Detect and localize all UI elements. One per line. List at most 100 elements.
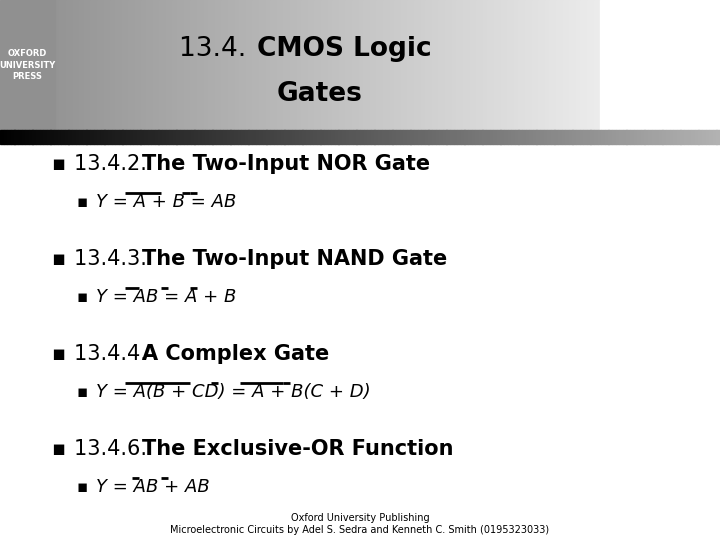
- Bar: [284, 130, 288, 144]
- Bar: [399, 0, 401, 130]
- Bar: [317, 130, 320, 144]
- Bar: [292, 130, 295, 144]
- Bar: [64, 0, 66, 130]
- Bar: [343, 0, 346, 130]
- Bar: [132, 0, 135, 130]
- Bar: [104, 130, 108, 144]
- Bar: [320, 130, 324, 144]
- Bar: [640, 0, 643, 130]
- Bar: [254, 0, 257, 130]
- Bar: [106, 0, 109, 130]
- Bar: [655, 130, 659, 144]
- Bar: [281, 130, 284, 144]
- Bar: [79, 0, 82, 130]
- Bar: [490, 130, 493, 144]
- Bar: [378, 130, 382, 144]
- Bar: [576, 0, 579, 130]
- Text: ▪: ▪: [76, 478, 88, 496]
- Bar: [4, 130, 7, 144]
- Bar: [194, 0, 197, 130]
- Bar: [492, 0, 495, 130]
- Bar: [126, 130, 130, 144]
- Bar: [77, 0, 80, 130]
- Text: Y = AB = A + B: Y = AB = A + B: [96, 288, 236, 306]
- Bar: [659, 130, 662, 144]
- Bar: [654, 0, 656, 130]
- Bar: [83, 130, 86, 144]
- Bar: [170, 0, 173, 130]
- Bar: [637, 130, 641, 144]
- Bar: [288, 130, 292, 144]
- Bar: [297, 0, 300, 130]
- Bar: [228, 0, 230, 130]
- Bar: [397, 0, 399, 130]
- Bar: [567, 0, 570, 130]
- Bar: [401, 0, 403, 130]
- Bar: [680, 0, 683, 130]
- Bar: [261, 0, 264, 130]
- Bar: [352, 0, 355, 130]
- Bar: [564, 0, 567, 130]
- Bar: [539, 0, 541, 130]
- Bar: [576, 130, 580, 144]
- Bar: [130, 130, 133, 144]
- Bar: [141, 0, 144, 130]
- Bar: [135, 0, 138, 130]
- Bar: [450, 130, 454, 144]
- Bar: [521, 0, 523, 130]
- Text: The Two-Input NAND Gate: The Two-Input NAND Gate: [142, 249, 447, 269]
- Bar: [60, 0, 62, 130]
- Bar: [673, 0, 676, 130]
- Bar: [547, 0, 550, 130]
- Bar: [148, 0, 150, 130]
- Bar: [181, 0, 184, 130]
- Bar: [430, 0, 432, 130]
- Bar: [310, 130, 313, 144]
- Bar: [336, 0, 339, 130]
- Bar: [115, 0, 117, 130]
- Bar: [252, 130, 256, 144]
- Bar: [288, 0, 290, 130]
- Bar: [97, 0, 100, 130]
- Text: ▪: ▪: [51, 249, 65, 269]
- Bar: [371, 130, 374, 144]
- Bar: [634, 0, 636, 130]
- Text: ▪: ▪: [76, 383, 88, 401]
- Bar: [227, 130, 230, 144]
- Bar: [350, 0, 353, 130]
- Bar: [636, 0, 639, 130]
- Bar: [263, 130, 266, 144]
- Bar: [518, 130, 522, 144]
- Bar: [523, 0, 526, 130]
- Bar: [279, 0, 282, 130]
- Bar: [168, 0, 171, 130]
- Bar: [359, 0, 361, 130]
- Bar: [482, 130, 486, 144]
- Bar: [104, 0, 107, 130]
- Bar: [65, 130, 68, 144]
- Bar: [702, 0, 705, 130]
- Bar: [248, 0, 251, 130]
- Bar: [468, 130, 472, 144]
- Bar: [684, 130, 688, 144]
- Bar: [552, 0, 554, 130]
- Bar: [441, 0, 444, 130]
- Bar: [508, 130, 511, 144]
- Bar: [84, 0, 86, 130]
- Bar: [187, 130, 191, 144]
- Bar: [574, 0, 577, 130]
- Bar: [434, 0, 437, 130]
- Text: Microelectronic Circuits by Adel S. Sedra and Kenneth C. Smith (0195323033): Microelectronic Circuits by Adel S. Sedr…: [171, 525, 549, 535]
- Bar: [139, 0, 142, 130]
- Text: OXFORD
UNIVERSITY
PRESS: OXFORD UNIVERSITY PRESS: [0, 49, 55, 80]
- Bar: [494, 0, 497, 130]
- Bar: [383, 0, 386, 130]
- Bar: [647, 0, 649, 130]
- Bar: [467, 0, 470, 130]
- Bar: [544, 130, 547, 144]
- Text: ▪: ▪: [51, 344, 65, 364]
- Bar: [652, 130, 655, 144]
- Bar: [680, 130, 684, 144]
- Bar: [237, 0, 240, 130]
- Bar: [76, 130, 79, 144]
